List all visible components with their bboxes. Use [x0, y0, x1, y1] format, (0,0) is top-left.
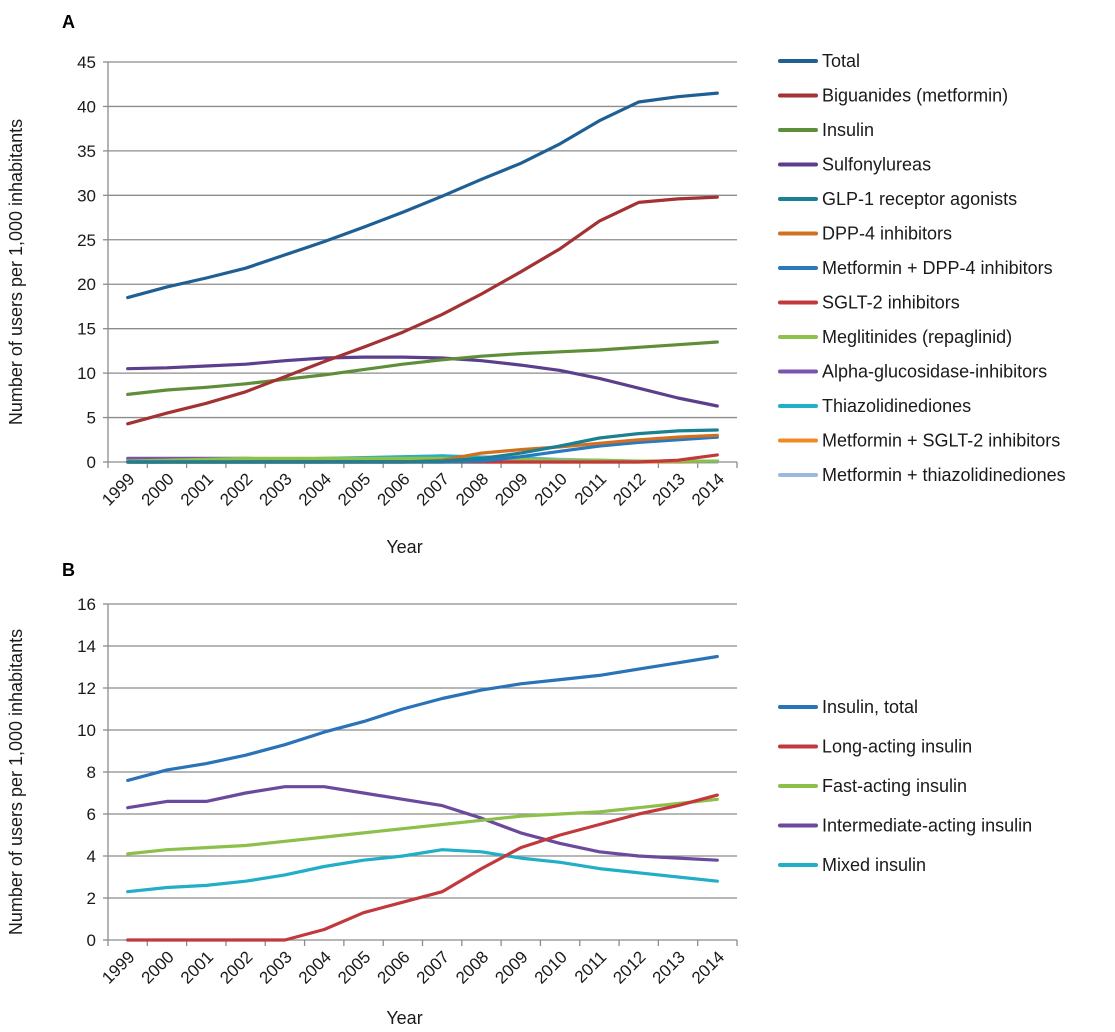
legend-label: Sulfonylureas: [822, 155, 931, 175]
x-tick-label: 2010: [531, 947, 571, 987]
series-line-biguanides-metformin: [126, 195, 719, 426]
series-line-sulfonylureas: [126, 355, 719, 408]
x-tick-label: 2001: [177, 469, 217, 509]
y-tick-label: 30: [77, 186, 96, 205]
x-tick-label: 2013: [649, 469, 689, 509]
legend-label: Insulin, total: [822, 697, 918, 717]
series-line-fast-acting-insulin: [126, 797, 719, 856]
y-tick-label: 35: [77, 142, 96, 161]
y-tick-label: 10: [77, 721, 96, 740]
y-tick-label: 16: [77, 595, 96, 614]
series-line-long-acting-insulin: [126, 793, 719, 942]
y-tick-label: 6: [87, 805, 96, 824]
legend-label: Total: [822, 51, 860, 71]
legend-label: Metformin + SGLT-2 inhibitors: [822, 431, 1060, 451]
x-tick-label: 2014: [688, 469, 728, 509]
legend-label: Meglitinides (repaglinid): [822, 327, 1012, 347]
y-tick-label: 14: [77, 637, 96, 656]
y-axis-title: Number of users per 1,000 inhabitants: [6, 119, 26, 425]
x-tick-label: 2003: [256, 469, 296, 509]
x-tick-label: 2006: [373, 469, 413, 509]
x-tick-label: 2001: [177, 947, 217, 987]
x-tick-label: 2005: [334, 947, 374, 987]
legend-label: Long-acting insulin: [822, 737, 972, 757]
x-tick-label: 2008: [452, 947, 492, 987]
panel-letter: A: [62, 12, 75, 32]
y-tick-label: 12: [77, 679, 96, 698]
y-tick-label: 4: [87, 847, 96, 866]
x-tick-label: 1999: [98, 947, 138, 987]
legend-label: Alpha-glucosidase-inhibitors: [822, 362, 1047, 382]
x-tick-label: 2006: [373, 947, 413, 987]
y-tick-label: 15: [77, 320, 96, 339]
series-group: [126, 91, 719, 464]
x-tick-label: 2002: [216, 469, 256, 509]
series-line-insulin-total: [126, 654, 719, 783]
panel-letter: B: [62, 560, 75, 580]
x-axis-title: Year: [386, 537, 422, 557]
x-tick-label: 2009: [491, 469, 531, 509]
series-line-intermediate-acting-insulin: [126, 785, 719, 862]
y-tick-label: 45: [77, 53, 96, 72]
series-line-mixed-insulin: [126, 848, 719, 894]
y-tick-label: 0: [87, 453, 96, 472]
y-tick-label: 5: [87, 409, 96, 428]
x-tick-label: 2005: [334, 469, 374, 509]
series-line-total: [126, 91, 719, 300]
legend-label: Biguanides (metformin): [822, 86, 1008, 106]
series-line-insulin: [126, 340, 719, 396]
x-tick-label: 2007: [413, 947, 453, 987]
legend: Insulin, total Long-acting insulin Fast-ac…: [778, 697, 1032, 875]
x-axis-title: Year: [386, 1008, 422, 1028]
x-tick-label: 2004: [295, 469, 335, 509]
legend-label: Thiazolidinediones: [822, 396, 971, 416]
x-tick-label: 2008: [452, 469, 492, 509]
x-tick-label: 2002: [216, 947, 256, 987]
x-tick-label: 2004: [295, 947, 335, 987]
legend-label: GLP-1 receptor agonists: [822, 189, 1017, 209]
x-tick-label: 2003: [256, 947, 296, 987]
legend-label: Intermediate-acting insulin: [822, 816, 1032, 836]
y-tick-label: 40: [77, 97, 96, 116]
legend-label: Metformin + thiazolidinediones: [822, 465, 1066, 485]
x-tick-label: 1999: [98, 469, 138, 509]
series-line-glp-1-receptor-agonists: [126, 428, 719, 464]
y-tick-label: 0: [87, 931, 96, 950]
y-tick-label: 10: [77, 364, 96, 383]
x-tick-label: 2013: [649, 947, 689, 987]
y-tick-label: 20: [77, 275, 96, 294]
x-tick-label: 2000: [138, 947, 178, 987]
x-tick-label: 2011: [571, 469, 610, 508]
x-tick-label: 2012: [609, 947, 649, 987]
x-tick-label: 2009: [491, 947, 531, 987]
legend-label: Metformin + DPP-4 inhibitors: [822, 258, 1053, 278]
y-axis-title: Number of users per 1,000 inhabitants: [6, 629, 26, 935]
x-tick-label: 2000: [138, 469, 178, 509]
y-tick-label: 2: [87, 889, 96, 908]
legend-label: Insulin: [822, 120, 874, 140]
x-tick-label: 2012: [609, 469, 649, 509]
x-tick-label: 2010: [531, 469, 571, 509]
legend: Total Biguanides (metformin) Insulin Sulfon…: [778, 51, 1066, 485]
legend-label: Fast-acting insulin: [822, 776, 967, 796]
series-group: [126, 654, 719, 942]
y-tick-label: 8: [87, 763, 96, 782]
legend-label: DPP-4 inhibitors: [822, 224, 952, 244]
x-tick-label: 2007: [413, 469, 453, 509]
legend-label: Mixed insulin: [822, 855, 926, 875]
x-tick-label: 2011: [571, 947, 610, 986]
legend-label: SGLT-2 inhibitors: [822, 293, 960, 313]
y-tick-label: 25: [77, 231, 96, 250]
x-tick-label: 2014: [688, 947, 728, 987]
